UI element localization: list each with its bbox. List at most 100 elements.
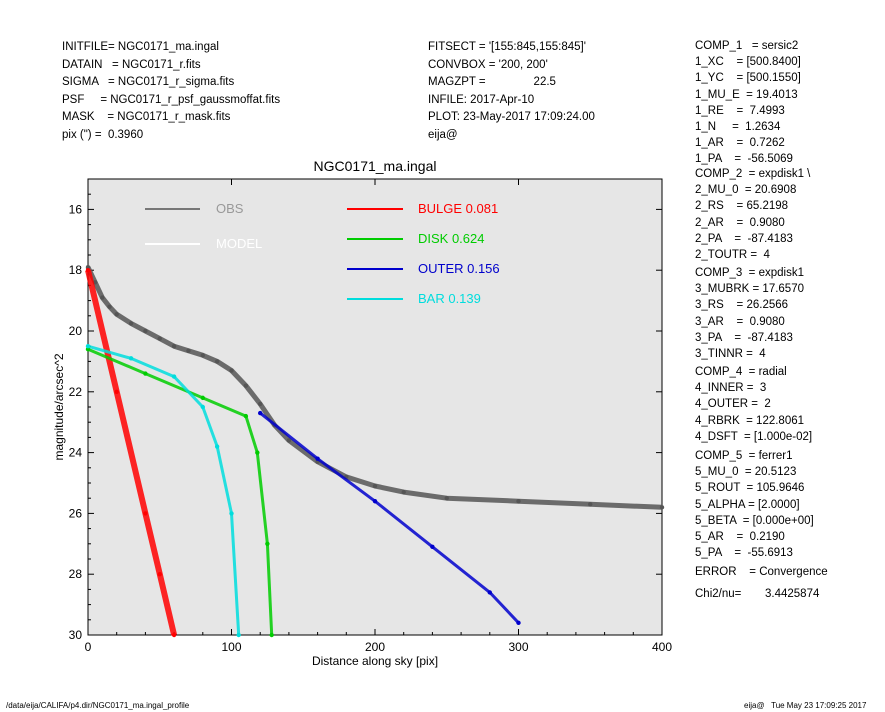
y-axis-label: magnitude/arcsec^2 <box>52 353 66 460</box>
point-obs <box>85 264 91 270</box>
component-2-line: 2_MU_0 = 20.6908 <box>695 184 797 197</box>
point-outer <box>372 499 378 504</box>
header-mid-line: PLOT: 23-May-2017 17:09:24.00 <box>428 111 595 124</box>
component-5-line: COMP_5 = ferrer1 <box>695 450 793 462</box>
point-bulge <box>171 632 177 638</box>
point-bar <box>128 356 134 361</box>
point-bar <box>236 632 241 638</box>
point-obs <box>243 383 249 388</box>
point-obs <box>229 368 234 373</box>
component-4-line: 4_DSFT = [1.000e-02] <box>695 430 813 443</box>
x-tick-label: 200 <box>365 640 385 654</box>
point-obs <box>372 483 378 489</box>
point-disk <box>269 632 274 638</box>
header-left-line: SIGMA = NGC0171_r_sigma.fits <box>62 76 235 89</box>
component-1-line: 1_N = 1.2634 <box>695 121 781 133</box>
error-line: ERROR = Convergence <box>695 566 828 578</box>
header-mid-line: eija@ <box>428 129 458 141</box>
point-outer <box>487 590 492 595</box>
header-left-line: DATAIN = NGC0171_r.fits <box>62 58 201 71</box>
y-tick-label: 30 <box>69 628 83 642</box>
point-disk <box>85 347 91 352</box>
x-tick-label: 400 <box>652 640 672 654</box>
component-5-line: 5_ROUT = 105.9646 <box>695 482 805 495</box>
point-disk <box>255 450 260 455</box>
legend-label-outer: OUTER 0.156 <box>418 261 500 276</box>
header-left-line: MASK = NGC0171_r_mask.fits <box>62 111 231 124</box>
component-4-line: 4_INNER = 3 <box>695 382 767 395</box>
chi2-value: 3.4425874 <box>765 588 820 600</box>
component-2-line: 2_TOUTR = 4 <box>695 249 770 261</box>
point-obs <box>114 312 119 317</box>
point-outer <box>516 620 521 626</box>
point-bar <box>229 511 234 516</box>
component-5-line: 5_ALPHA = [2.0000] <box>695 498 800 511</box>
x-tick-label: 300 <box>508 640 528 654</box>
y-tick-label: 16 <box>69 202 83 216</box>
point-obs <box>286 438 292 443</box>
component-5-line: 5_BETA = [0.000e+00] <box>695 514 814 527</box>
point-obs <box>128 321 134 326</box>
component-2-line: COMP_2 = expdisk1 \ <box>695 168 811 180</box>
component-1-line: 1_RE = 7.4993 <box>695 104 785 117</box>
point-obs <box>258 401 263 407</box>
point-bar <box>171 374 177 379</box>
y-tick-label: 24 <box>69 446 83 460</box>
legend-label-model: MODEL <box>216 236 262 251</box>
point-obs <box>516 499 521 504</box>
component-3-line: 3_RS = 26.2566 <box>695 299 789 312</box>
component-3-line: 3_TINNR = 4 <box>695 348 766 360</box>
y-tick-label: 18 <box>69 263 83 277</box>
point-bulge <box>114 389 119 394</box>
point-bar <box>200 404 205 410</box>
point-obs <box>588 502 593 507</box>
component-2-line: 2_RS = 65.2198 <box>695 200 789 213</box>
chart-title: NGC0171_ma.ingal <box>314 158 437 174</box>
component-1-line: COMP_1 = sersic2 <box>695 40 799 52</box>
header-mid-line: CONVBOX = '200, 200' <box>428 58 548 71</box>
component-3-line: COMP_3 = expdisk1 <box>695 267 804 279</box>
point-obs <box>157 336 162 341</box>
legend-label-obs: OBS <box>216 201 244 216</box>
plot-area <box>87 178 663 636</box>
footer-stamp: eija@ Tue May 23 17:09:25 2017 <box>744 701 867 710</box>
header-mid-line: INFILE: 2017-Apr-10 <box>428 93 535 106</box>
x-axis-label: Distance along sky [pix] <box>312 654 438 668</box>
y-tick-label: 20 <box>69 324 83 338</box>
y-tick-label: 26 <box>69 506 83 520</box>
x-tick-label: 0 <box>85 640 92 654</box>
y-tick-label: 22 <box>69 385 83 399</box>
header-left-line: INITFILE= NGC0171_ma.ingal <box>62 41 219 53</box>
point-obs <box>401 489 406 495</box>
point-bar <box>214 444 220 449</box>
point-obs <box>171 344 177 349</box>
point-obs <box>444 496 449 501</box>
point-bulge <box>157 572 162 577</box>
point-obs <box>107 304 112 309</box>
point-outer <box>430 544 435 550</box>
header-left-line: PSF = NGC0171_r_psf_gaussmoffat.fits <box>62 93 281 106</box>
component-3-line: 3_AR = 0.9080 <box>695 315 785 328</box>
series-outer <box>259 411 520 624</box>
component-3-line: 3_PA = -87.4183 <box>695 331 793 344</box>
component-4-line: COMP_4 = radial <box>695 366 787 378</box>
component-1-line: 1_PA = -56.5069 <box>695 153 793 166</box>
component-5-line: 5_MU_0 = 20.5123 <box>695 466 797 479</box>
component-3-line: 3_MUBRK = 17.6570 <box>695 283 804 296</box>
component-2-line: 2_AR = 0.9080 <box>695 216 785 229</box>
point-bar <box>85 344 91 349</box>
chi2-label: Chi2/nu= <box>695 588 742 600</box>
point-obs <box>186 348 191 353</box>
point-outer <box>258 410 263 416</box>
footer-path: /data/eija/CALIFA/p4.dir/NGC0171_ma.inga… <box>6 701 190 710</box>
header-left-line: pix (") = 0.3960 <box>62 129 144 141</box>
component-1-line: 1_XC = [500.8400] <box>695 56 801 69</box>
component-2-line: 2_PA = -87.4183 <box>695 232 793 245</box>
point-bulge <box>143 511 148 516</box>
component-5-line: 5_AR = 0.2190 <box>695 531 785 543</box>
point-obs <box>100 295 105 300</box>
point-disk <box>243 413 249 419</box>
component-4-line: 4_OUTER = 2 <box>695 398 771 411</box>
legend-label-bar: BAR 0.139 <box>418 291 481 306</box>
point-disk <box>143 371 148 376</box>
